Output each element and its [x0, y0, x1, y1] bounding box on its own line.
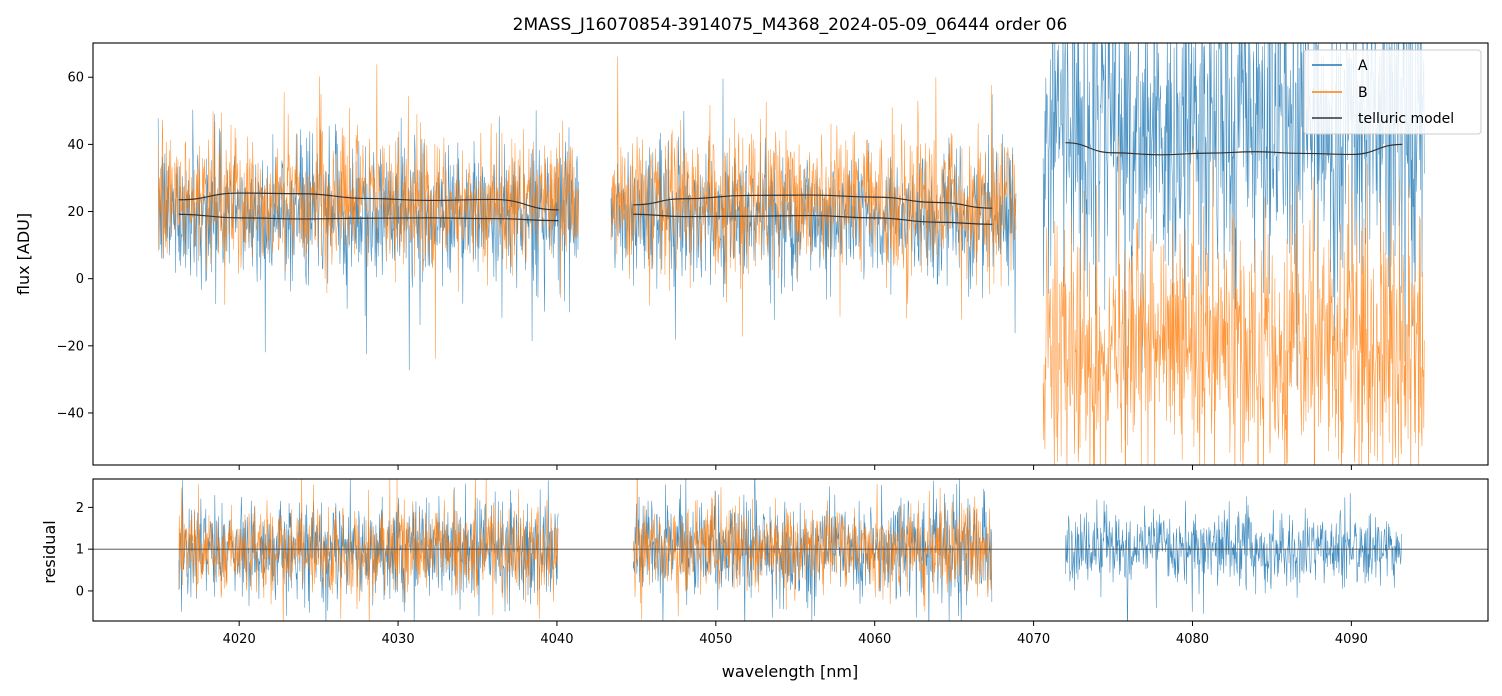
- x-tick-label: 4050: [699, 632, 732, 647]
- bottom-x-ticks: 4020 4030 4040 4050 4060 4070 4080 4090: [223, 621, 1368, 647]
- telluric-model-line: [633, 213, 993, 225]
- x-tick-label: 4090: [1335, 632, 1368, 647]
- series-a-line: [157, 109, 579, 371]
- y-tick-label: 40: [67, 138, 84, 153]
- y-tick-label: −40: [57, 406, 84, 421]
- telluric-model-line: [633, 194, 993, 209]
- series-b-line: [610, 56, 1017, 337]
- top-plot-area: [157, 43, 1425, 465]
- telluric-model-line: [178, 213, 559, 222]
- bottom-y-ticks: 0 1 2: [76, 501, 93, 599]
- residual-b-line: [632, 479, 993, 620]
- bottom-panel: 4020 4030 4040 4050 4060 4070 4080 4090 0 1 2 res…: [40, 478, 1489, 681]
- residual-b-line: [178, 479, 559, 621]
- top-panel: −40 −20 0 20 40 60 flux [ADU] A B telluric mo…: [14, 42, 1489, 470]
- x-axis-label: wavelength [nm]: [722, 662, 859, 681]
- y-tick-label: 1: [76, 543, 84, 558]
- legend-label-b: B: [1358, 85, 1368, 101]
- legend-label-a: A: [1358, 58, 1368, 74]
- series-a-line: [610, 78, 1017, 340]
- bottom-plot-area: [93, 479, 1488, 621]
- x-tick-label: 4040: [540, 632, 573, 647]
- bottom-axes-frame: [92, 478, 1489, 622]
- legend-label-telluric: telluric model: [1358, 111, 1454, 127]
- x-tick-label: 4060: [858, 632, 891, 647]
- top-y-ticks: −40 −20 0 20 40 60: [57, 71, 93, 421]
- residual-a-line: [1065, 493, 1403, 621]
- legend-frame: [1303, 49, 1482, 135]
- y-tick-label: 20: [67, 205, 84, 220]
- y-tick-label: −20: [57, 339, 84, 354]
- x-tick-label: 4070: [1017, 632, 1050, 647]
- series-b-line: [1042, 135, 1425, 465]
- bottom-y-axis-label: residual: [40, 520, 59, 583]
- y-tick-label: 0: [76, 272, 84, 287]
- y-tick-label: 60: [67, 71, 84, 86]
- top-y-axis-label: flux [ADU]: [14, 213, 33, 295]
- x-tick-label: 4030: [382, 632, 415, 647]
- x-tick-label: 4080: [1176, 632, 1209, 647]
- top-axes-frame: [92, 42, 1489, 466]
- y-tick-label: 2: [76, 501, 84, 516]
- top-x-ticks: [238, 465, 1352, 470]
- telluric-model-line: [178, 192, 559, 211]
- y-tick-label: 0: [76, 584, 84, 599]
- legend: A B telluric model: [1303, 49, 1482, 135]
- chart-title: 2MASS_J16070854-3914075_M4368_2024-05-09…: [513, 15, 1068, 35]
- residual-a-line: [632, 479, 993, 621]
- telluric-model-line: [1065, 142, 1403, 156]
- x-tick-label: 4020: [223, 632, 256, 647]
